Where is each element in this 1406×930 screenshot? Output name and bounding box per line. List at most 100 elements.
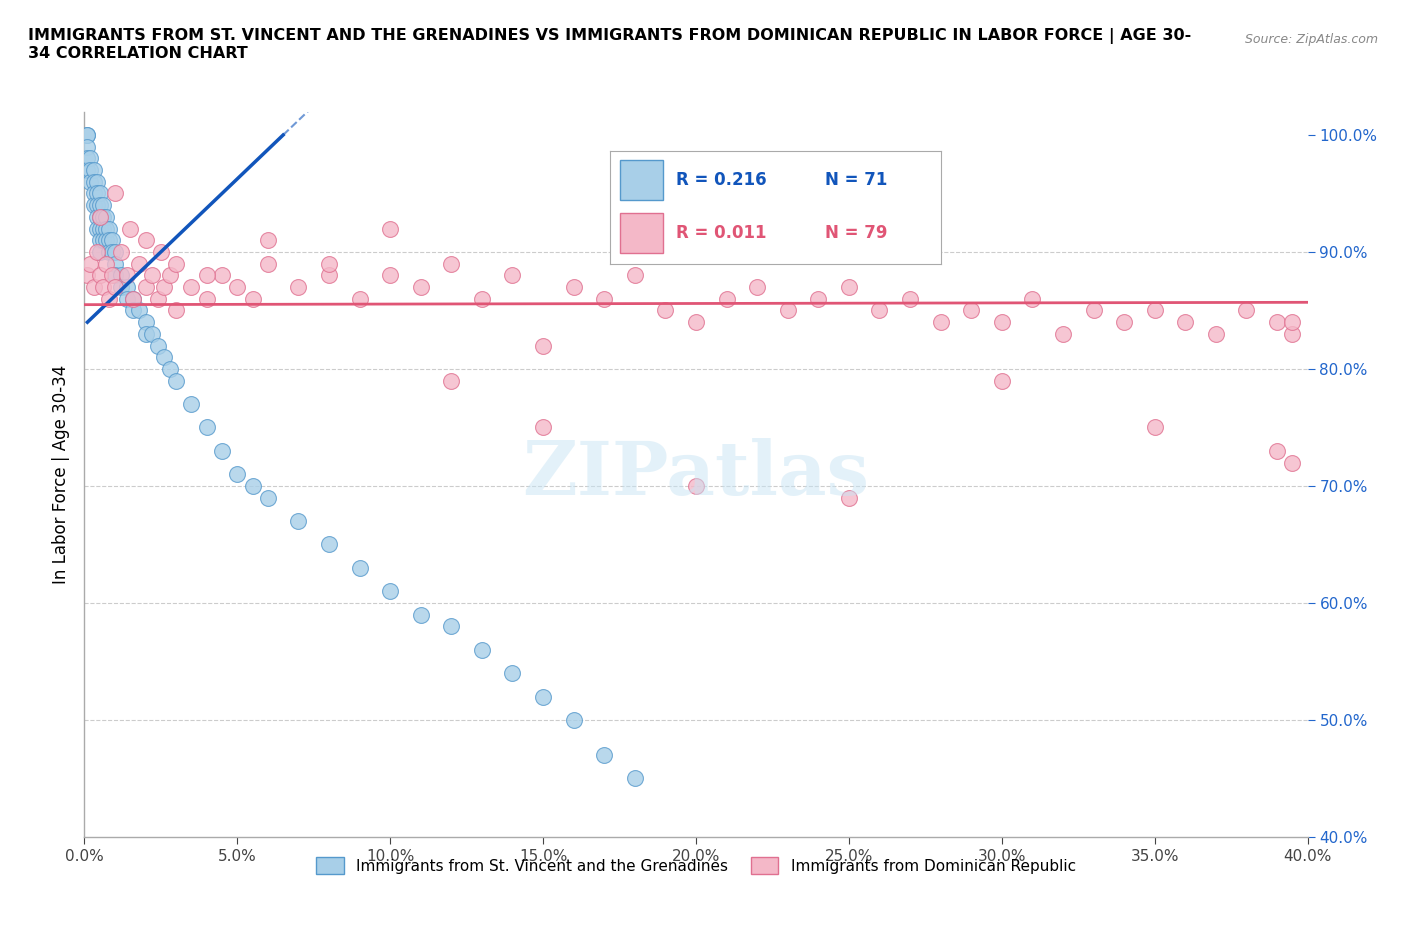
Point [242, 291, 264, 306]
Point [654, 303, 676, 318]
Point [104, 245, 127, 259]
Point [502, 268, 524, 283]
Point [257, 232, 280, 247]
Point [685, 314, 707, 329]
Point [104, 280, 127, 295]
Point [807, 291, 830, 306]
Point [115, 268, 138, 283]
Point [318, 268, 340, 283]
Point [349, 561, 371, 576]
Point [1143, 303, 1166, 318]
Point [1174, 314, 1197, 329]
Point [79, 257, 101, 272]
Point [86, 245, 108, 259]
Point [1083, 303, 1105, 318]
Point [110, 245, 132, 259]
Point [838, 490, 860, 505]
Point [115, 280, 138, 295]
Point [226, 467, 249, 482]
Point [1052, 326, 1074, 341]
Point [440, 373, 463, 388]
Point [86, 198, 108, 213]
Point [195, 268, 218, 283]
Point [89, 221, 111, 236]
Point [440, 619, 463, 634]
Point [146, 291, 169, 306]
Point [76, 163, 98, 178]
Point [165, 303, 187, 318]
Point [1281, 455, 1303, 470]
Point [471, 291, 494, 306]
Point [502, 666, 524, 681]
Point [89, 209, 111, 224]
Legend: Immigrants from St. Vincent and the Grenadines, Immigrants from Dominican Republ: Immigrants from St. Vincent and the Gren… [311, 851, 1081, 880]
Point [94, 232, 117, 247]
Point [128, 303, 150, 318]
Point [159, 268, 181, 283]
Point [1114, 314, 1136, 329]
Point [79, 151, 101, 166]
Point [159, 362, 181, 377]
Point [83, 280, 105, 295]
Point [685, 479, 707, 494]
Point [898, 291, 921, 306]
Point [76, 127, 98, 142]
Point [838, 280, 860, 295]
Point [76, 127, 98, 142]
Point [211, 444, 233, 458]
Point [86, 186, 108, 201]
Point [195, 420, 218, 435]
Point [91, 232, 114, 247]
Point [135, 326, 157, 341]
Point [97, 221, 120, 236]
Point [257, 257, 280, 272]
Point [89, 232, 111, 247]
Point [86, 221, 108, 236]
Point [1265, 314, 1288, 329]
Point [531, 689, 554, 704]
Point [180, 280, 202, 295]
Point [122, 303, 145, 318]
Point [76, 268, 98, 283]
Point [929, 314, 952, 329]
Point [1281, 326, 1303, 341]
Point [165, 373, 187, 388]
Point [211, 268, 233, 283]
Point [149, 245, 172, 259]
Point [1236, 303, 1258, 318]
Point [104, 186, 127, 201]
Point [141, 326, 163, 341]
Point [89, 268, 111, 283]
Point [101, 268, 124, 283]
Y-axis label: In Labor Force | Age 30-34: In Labor Force | Age 30-34 [52, 365, 70, 584]
Point [195, 291, 218, 306]
Point [1143, 420, 1166, 435]
Point [380, 221, 402, 236]
Point [531, 420, 554, 435]
Point [122, 291, 145, 306]
Point [318, 537, 340, 551]
Point [776, 303, 799, 318]
Point [380, 584, 402, 599]
Point [991, 373, 1014, 388]
Point [94, 221, 117, 236]
Point [349, 291, 371, 306]
Point [76, 140, 98, 154]
Point [135, 232, 157, 247]
Point [624, 268, 647, 283]
Point [287, 280, 309, 295]
Point [94, 209, 117, 224]
Point [91, 221, 114, 236]
Point [91, 209, 114, 224]
Text: Source: ZipAtlas.com: Source: ZipAtlas.com [1244, 33, 1378, 46]
Point [83, 163, 105, 178]
Point [1281, 314, 1303, 329]
Point [562, 712, 585, 727]
Text: IMMIGRANTS FROM ST. VINCENT AND THE GRENADINES VS IMMIGRANTS FROM DOMINICAN REPU: IMMIGRANTS FROM ST. VINCENT AND THE GREN… [28, 28, 1191, 61]
Point [318, 257, 340, 272]
Point [83, 198, 105, 213]
Point [165, 257, 187, 272]
Point [89, 245, 111, 259]
Point [97, 245, 120, 259]
Point [471, 643, 494, 658]
